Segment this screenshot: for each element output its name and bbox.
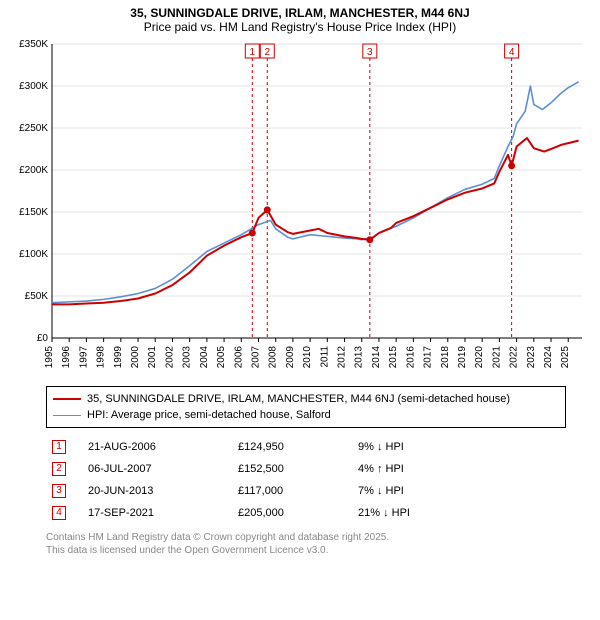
title-block: 35, SUNNINGDALE DRIVE, IRLAM, MANCHESTER…	[10, 6, 590, 34]
svg-text:1: 1	[250, 47, 256, 58]
footer-attribution: Contains HM Land Registry data © Crown c…	[46, 532, 590, 557]
svg-text:2009: 2009	[285, 346, 296, 369]
svg-text:1995: 1995	[44, 346, 55, 369]
svg-text:4: 4	[509, 47, 515, 58]
table-row: 3 20-JUN-2013£117,0007% ↓ HPI	[46, 480, 566, 502]
transaction-index-box: 2	[52, 462, 66, 476]
svg-text:1996: 1996	[61, 346, 72, 369]
svg-text:2024: 2024	[543, 346, 554, 369]
svg-text:1998: 1998	[96, 346, 107, 369]
svg-text:2016: 2016	[405, 346, 416, 369]
svg-text:£0: £0	[37, 333, 49, 344]
table-row: 1 21-AUG-2006£124,9509% ↓ HPI	[46, 436, 566, 458]
svg-text:2006: 2006	[233, 346, 244, 369]
svg-text:2012: 2012	[337, 346, 348, 369]
svg-text:£350K: £350K	[19, 39, 48, 50]
svg-text:2018: 2018	[440, 346, 451, 369]
svg-text:2010: 2010	[302, 346, 313, 369]
transaction-index-box: 3	[52, 484, 66, 498]
svg-text:2003: 2003	[182, 346, 193, 369]
transaction-index-box: 1	[52, 440, 66, 454]
legend-label: HPI: Average price, semi-detached house,…	[87, 409, 331, 421]
svg-text:2014: 2014	[371, 346, 382, 369]
legend-label: 35, SUNNINGDALE DRIVE, IRLAM, MANCHESTER…	[87, 393, 510, 405]
svg-text:£200K: £200K	[19, 165, 48, 176]
svg-text:£250K: £250K	[19, 123, 48, 134]
svg-text:2025: 2025	[560, 346, 571, 369]
transaction-vs-hpi: 4% ↑ HPI	[352, 458, 566, 480]
svg-text:2023: 2023	[526, 346, 537, 369]
chart-title: 35, SUNNINGDALE DRIVE, IRLAM, MANCHESTER…	[10, 6, 590, 20]
transaction-vs-hpi: 7% ↓ HPI	[352, 480, 566, 502]
svg-text:2005: 2005	[216, 346, 227, 369]
svg-text:2: 2	[264, 47, 270, 58]
svg-text:2017: 2017	[423, 346, 434, 369]
chart-subtitle: Price paid vs. HM Land Registry's House …	[10, 20, 590, 34]
table-row: 2 06-JUL-2007£152,5004% ↑ HPI	[46, 458, 566, 480]
svg-text:£50K: £50K	[25, 291, 49, 302]
svg-text:£100K: £100K	[19, 249, 48, 260]
transaction-vs-hpi: 9% ↓ HPI	[352, 436, 566, 458]
svg-text:2013: 2013	[354, 346, 365, 369]
transaction-price: £117,000	[232, 480, 352, 502]
svg-text:2001: 2001	[147, 346, 158, 369]
transaction-vs-hpi: 21% ↓ HPI	[352, 502, 566, 524]
transaction-date: 21-AUG-2006	[82, 436, 232, 458]
transaction-date: 06-JUL-2007	[82, 458, 232, 480]
line-chart-svg: £0 £50K £100K £150K £200K £250K £300K £350K 1995…	[10, 38, 590, 378]
transaction-index-box: 4	[52, 506, 66, 520]
legend-row: 35, SUNNINGDALE DRIVE, IRLAM, MANCHESTER…	[53, 391, 559, 407]
svg-text:2004: 2004	[199, 346, 210, 369]
table-row: 4 17-SEP-2021£205,00021% ↓ HPI	[46, 502, 566, 524]
transaction-date: 17-SEP-2021	[82, 502, 232, 524]
svg-text:1997: 1997	[78, 346, 89, 369]
transaction-price: £152,500	[232, 458, 352, 480]
svg-text:2007: 2007	[250, 346, 261, 369]
svg-text:£150K: £150K	[19, 207, 48, 218]
svg-text:2022: 2022	[509, 346, 520, 369]
transaction-price: £124,950	[232, 436, 352, 458]
svg-text:£300K: £300K	[19, 81, 48, 92]
footer-line-2: This data is licensed under the Open Gov…	[46, 545, 590, 558]
svg-text:2015: 2015	[388, 346, 399, 369]
svg-text:2020: 2020	[474, 346, 485, 369]
legend-swatch	[53, 415, 81, 416]
svg-text:2002: 2002	[164, 346, 175, 369]
legend: 35, SUNNINGDALE DRIVE, IRLAM, MANCHESTER…	[46, 386, 566, 428]
svg-text:2008: 2008	[268, 346, 279, 369]
transaction-price: £205,000	[232, 502, 352, 524]
svg-text:1999: 1999	[113, 346, 124, 369]
footer-line-1: Contains HM Land Registry data © Crown c…	[46, 532, 590, 545]
chart-area: £0 £50K £100K £150K £200K £250K £300K £350K 1995…	[10, 38, 590, 378]
svg-text:2011: 2011	[319, 346, 330, 368]
svg-text:3: 3	[367, 47, 373, 58]
legend-row: HPI: Average price, semi-detached house,…	[53, 407, 559, 423]
legend-swatch	[53, 398, 81, 400]
transaction-date: 20-JUN-2013	[82, 480, 232, 502]
svg-text:2000: 2000	[130, 346, 141, 369]
transactions-table: 1 21-AUG-2006£124,9509% ↓ HPI 2 06-JUL-2007…	[46, 436, 566, 524]
svg-text:2019: 2019	[457, 346, 468, 369]
svg-text:2021: 2021	[491, 346, 502, 369]
